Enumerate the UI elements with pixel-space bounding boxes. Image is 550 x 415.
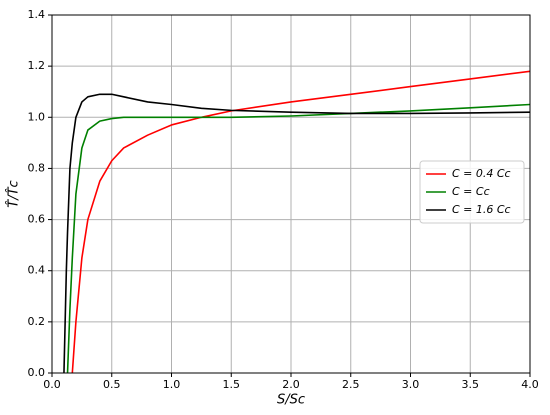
series-line [66, 103, 530, 373]
legend-label: C = 1.6 Cc [452, 203, 511, 216]
legend-label: C = 0.4 Cc [452, 167, 511, 180]
x-tick-label: 2.0 [282, 378, 300, 391]
x-tick-label: 3.0 [402, 378, 420, 391]
y-tick-label: 0.4 [28, 264, 46, 277]
y-tick-label: 1.0 [28, 110, 46, 123]
plot-area [63, 70, 530, 373]
x-tick-label: 0.0 [43, 378, 61, 391]
y-tick-label: 1.4 [28, 8, 46, 21]
y-axis-label: T̂/T̂c [6, 180, 21, 207]
legend-box [419, 160, 525, 224]
legend-label: C = Cc [452, 185, 490, 198]
series-line [71, 70, 530, 373]
y-tick-label: 0.8 [28, 161, 46, 174]
x-tick-label: 1.0 [163, 378, 181, 391]
y-tick-label: 0.0 [28, 366, 46, 379]
series-line [63, 93, 530, 373]
x-tick-label: 4.0 [521, 378, 539, 391]
y-tick-label: 1.2 [28, 59, 46, 72]
y-tick-label: 0.2 [28, 315, 46, 328]
x-axis-label: S/Sc [277, 393, 305, 408]
plot-frame [51, 14, 531, 374]
x-tick-label: 0.5 [103, 378, 121, 391]
x-tick-label: 1.5 [223, 378, 241, 391]
x-tick-label: 3.5 [462, 378, 480, 391]
x-tick-label: 2.5 [342, 378, 360, 391]
y-tick-label: 0.6 [28, 213, 46, 226]
